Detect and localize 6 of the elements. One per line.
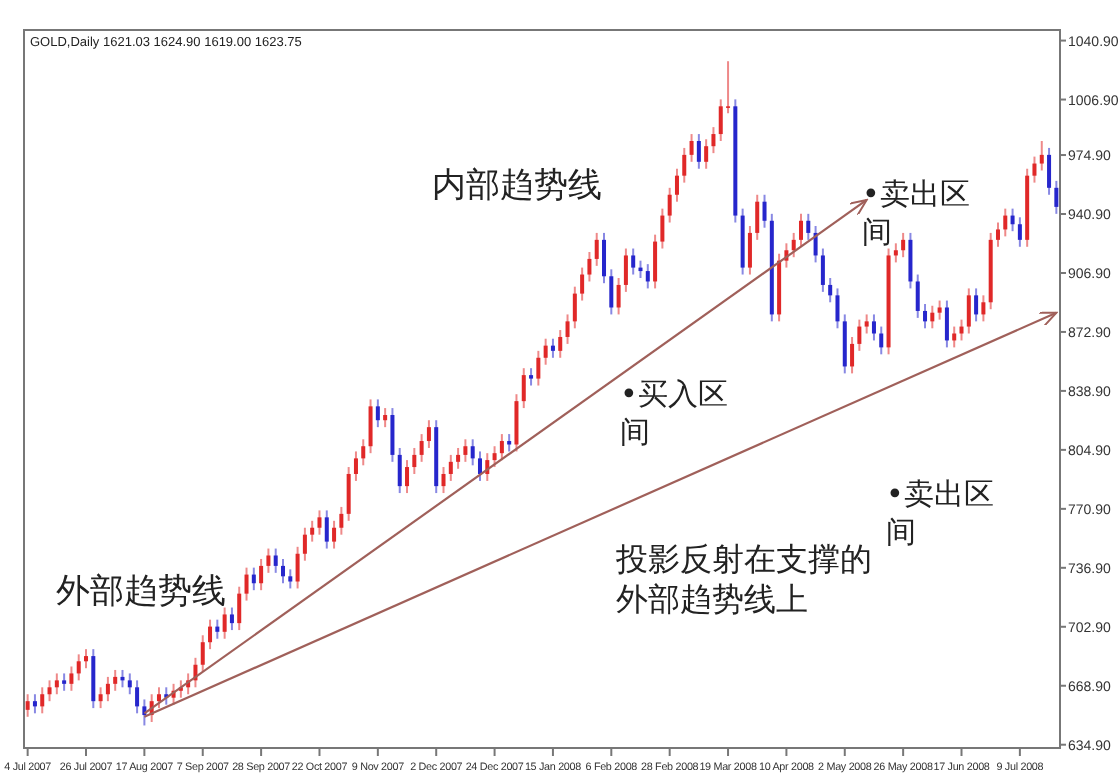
- annotation: •卖出区间: [862, 176, 972, 251]
- annotation: 内部趋势线: [432, 166, 604, 209]
- annotation: 投影反射在支撑的外部趋势线上: [616, 540, 874, 620]
- annotation: •卖出区间: [886, 476, 996, 551]
- annotation: •买入区间: [620, 376, 730, 451]
- annotation: 外部趋势线: [56, 572, 228, 615]
